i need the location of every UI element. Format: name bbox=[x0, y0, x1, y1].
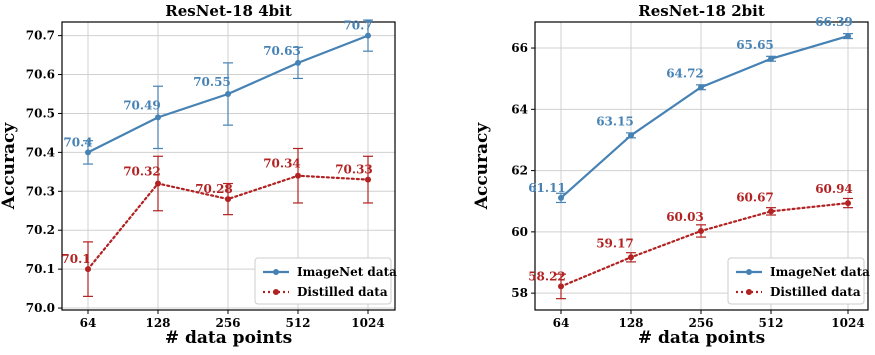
data-point bbox=[558, 194, 564, 201]
data-point bbox=[155, 114, 161, 121]
series-imagenet: 61.11 63.15 64.72 65.65 66.39 bbox=[528, 15, 853, 204]
y-tick-label: 70.0 bbox=[26, 301, 55, 315]
y-axis-label: Accuracy bbox=[472, 122, 492, 211]
chart-title: ResNet-18 4bit bbox=[165, 2, 292, 20]
data-label: 61.11 bbox=[528, 181, 566, 195]
data-label: 60.67 bbox=[736, 190, 774, 204]
data-point bbox=[845, 200, 851, 207]
chart-panel-2: 58 60 62 64 66 64 128 256 512 1024 ResNet-18 2bit #… bbox=[472, 2, 870, 348]
data-point bbox=[698, 227, 704, 234]
chart-panel-1: 70.0 70.1 70.2 70.3 70.4 70.5 70.6 70.7 64 128 256… bbox=[0, 2, 397, 348]
x-tick-label: 64 bbox=[80, 316, 97, 330]
data-point bbox=[85, 266, 91, 273]
data-label: 70.34 bbox=[263, 157, 301, 171]
y-tick-label: 70.6 bbox=[26, 68, 55, 82]
data-point bbox=[628, 254, 634, 261]
legend-swatch-marker bbox=[273, 269, 279, 275]
series-distilled: 58.22 59.17 60.03 60.67 60.94 bbox=[528, 182, 853, 300]
data-label: 64.72 bbox=[666, 66, 704, 80]
y-tick-label: 64 bbox=[511, 102, 528, 116]
x-tick-label: 256 bbox=[688, 316, 713, 330]
y-tick-label: 70.4 bbox=[26, 145, 55, 159]
data-point bbox=[365, 176, 371, 183]
x-tick-label: 128 bbox=[618, 316, 643, 330]
series-imagenet: 70.4 70.49 70.55 70.63 70.7 bbox=[63, 19, 373, 165]
data-point bbox=[558, 283, 564, 290]
x-axis-label: # data points bbox=[165, 328, 292, 348]
y-tick-label: 70.7 bbox=[26, 29, 55, 43]
x-tick-label: 1024 bbox=[831, 316, 864, 330]
legend-swatch-marker bbox=[273, 289, 279, 295]
y-tick-label: 58 bbox=[511, 286, 528, 300]
x-tick-label: 512 bbox=[285, 316, 310, 330]
data-label: 70.1 bbox=[61, 252, 90, 266]
x-tick-label: 256 bbox=[215, 316, 240, 330]
series-distilled: 70.1 70.32 70.28 70.34 70.33 bbox=[61, 147, 373, 297]
data-point bbox=[155, 180, 161, 187]
data-label: 70.33 bbox=[335, 163, 373, 177]
data-label: 66.39 bbox=[815, 15, 853, 29]
legend-label: Distilled data bbox=[770, 285, 861, 299]
data-point bbox=[295, 172, 301, 179]
legend-swatch-marker bbox=[746, 289, 752, 295]
data-point bbox=[845, 33, 851, 40]
data-label: 70.63 bbox=[263, 44, 301, 58]
y-tick-label: 70.3 bbox=[26, 184, 55, 198]
data-label: 70.4 bbox=[63, 135, 92, 149]
data-label: 70.32 bbox=[123, 165, 161, 179]
x-tick-label: 128 bbox=[145, 316, 170, 330]
data-point bbox=[698, 84, 704, 91]
legend-label: ImageNet data bbox=[297, 265, 397, 279]
data-label: 60.03 bbox=[666, 210, 704, 224]
y-tick-label: 60 bbox=[511, 225, 528, 239]
data-label: 65.65 bbox=[736, 38, 774, 52]
data-label: 58.22 bbox=[528, 269, 566, 283]
y-tick-label: 70.2 bbox=[26, 223, 55, 237]
data-point bbox=[295, 59, 301, 66]
x-tick-label: 64 bbox=[553, 316, 570, 330]
legend-label: Distilled data bbox=[297, 285, 388, 299]
data-point bbox=[768, 55, 774, 62]
data-label: 59.17 bbox=[596, 236, 634, 250]
chart-title: ResNet-18 2bit bbox=[638, 2, 765, 20]
y-tick-label: 66 bbox=[511, 41, 528, 55]
data-label: 70.49 bbox=[123, 98, 161, 112]
data-point bbox=[365, 32, 371, 39]
legend-swatch-marker bbox=[746, 269, 752, 275]
y-tick-label: 70.5 bbox=[26, 106, 55, 120]
data-point bbox=[225, 91, 231, 97]
data-label: 70.28 bbox=[195, 182, 233, 196]
y-axis-label: Accuracy bbox=[0, 122, 19, 211]
y-tick-label: 62 bbox=[511, 164, 528, 178]
data-point bbox=[768, 208, 774, 215]
x-tick-label: 1024 bbox=[351, 316, 384, 330]
data-label: 70.55 bbox=[193, 75, 231, 89]
data-point bbox=[225, 196, 231, 203]
data-point bbox=[85, 149, 91, 156]
data-label: 70.7 bbox=[343, 19, 372, 33]
x-axis-label: # data points bbox=[638, 328, 765, 348]
data-label: 63.15 bbox=[596, 114, 634, 128]
x-tick-label: 512 bbox=[758, 316, 783, 330]
data-label: 60.94 bbox=[815, 182, 853, 196]
legend: ImageNet data Distilled data bbox=[254, 257, 397, 305]
data-point bbox=[628, 132, 634, 139]
y-tick-label: 70.1 bbox=[26, 262, 55, 276]
legend-label: ImageNet data bbox=[770, 265, 870, 279]
legend: ImageNet data Distilled data bbox=[727, 257, 870, 305]
